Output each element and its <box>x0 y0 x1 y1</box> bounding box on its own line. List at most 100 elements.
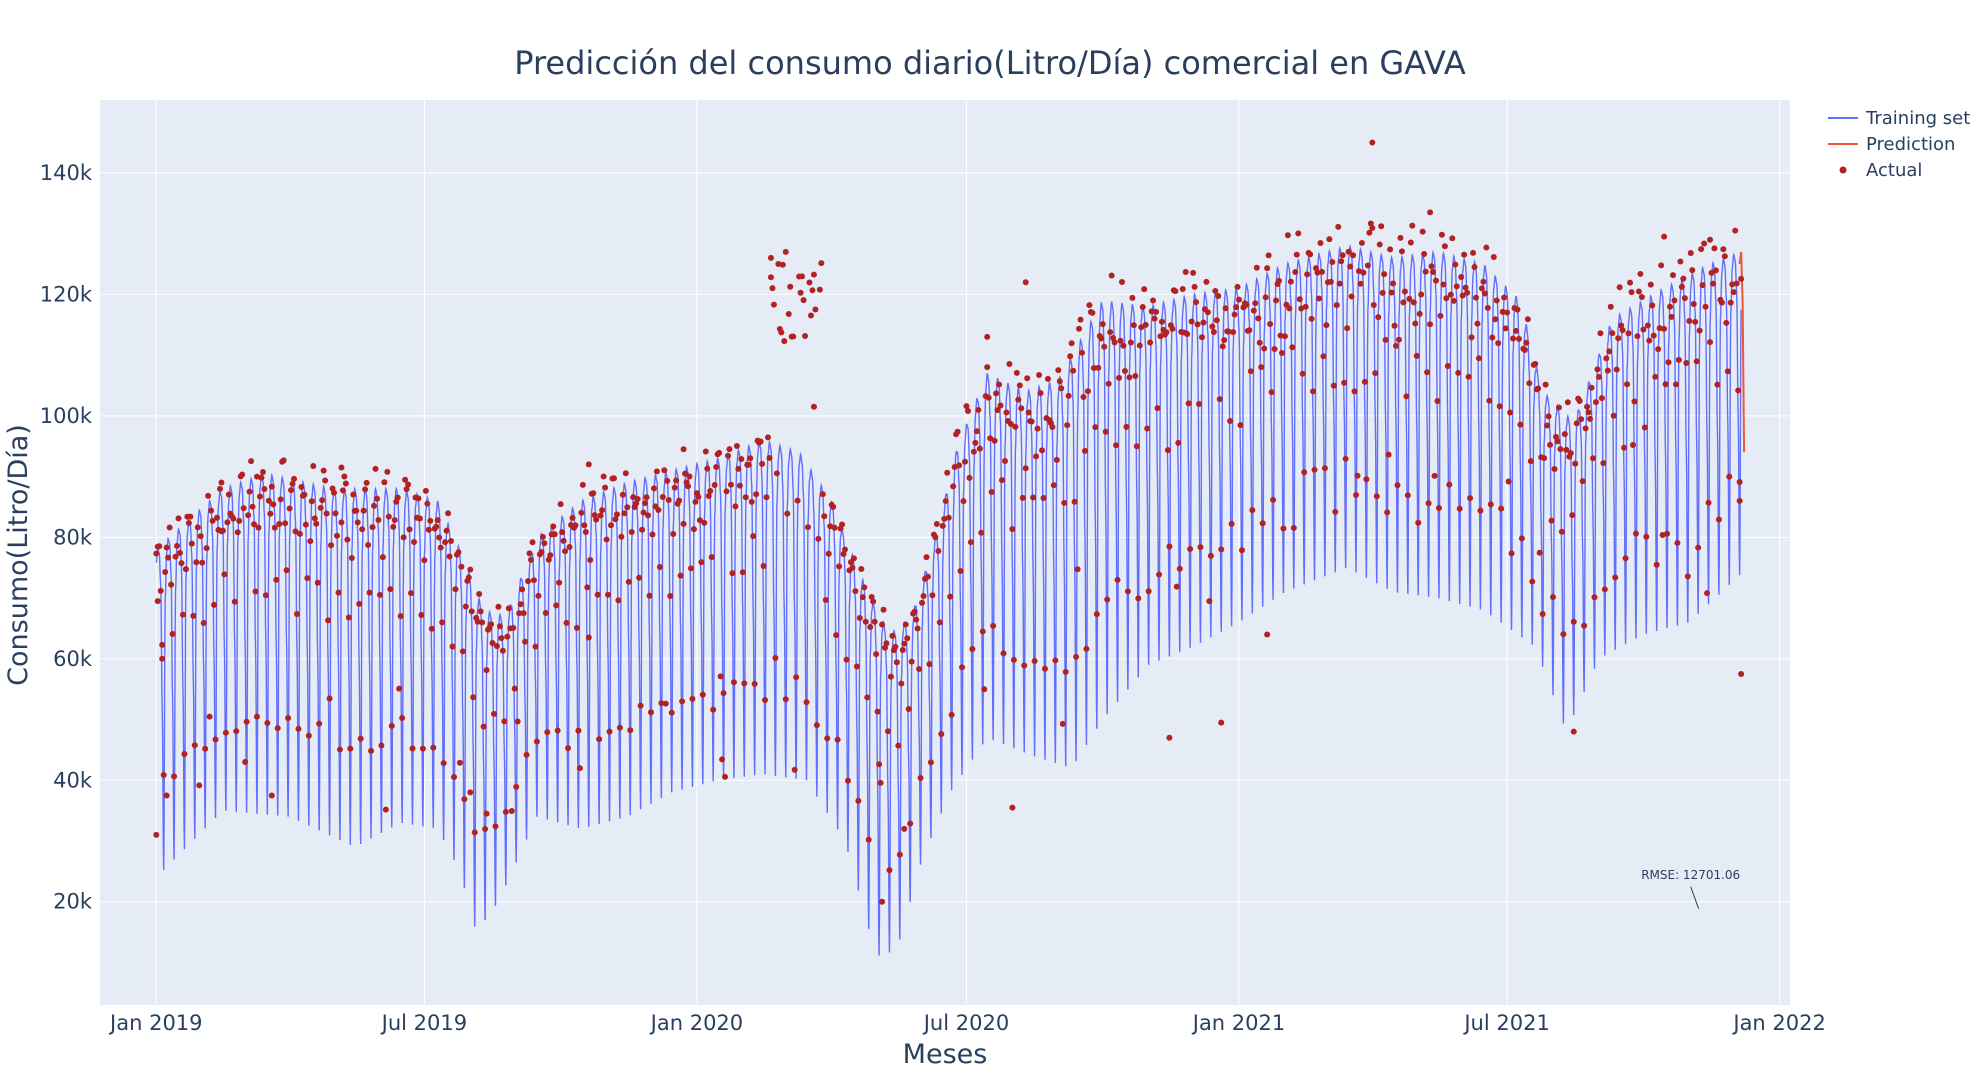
actual-point <box>1403 393 1410 400</box>
y-axis-title: Consumo(Litro/Día) <box>3 424 34 686</box>
actual-point <box>810 403 817 410</box>
actual-point <box>1640 326 1647 333</box>
actual-point <box>850 555 857 562</box>
actual-point <box>1256 339 1263 346</box>
actual-point <box>259 468 266 475</box>
actual-point <box>622 470 629 477</box>
actual-point <box>193 559 200 566</box>
actual-point <box>295 725 302 732</box>
actual-point <box>1535 385 1542 392</box>
actual-point <box>211 601 218 608</box>
actual-point <box>1222 305 1229 312</box>
actual-point <box>1354 472 1361 479</box>
actual-point <box>742 494 749 501</box>
actual-point <box>1142 321 1149 328</box>
actual-point <box>790 333 797 340</box>
actual-point <box>914 625 921 632</box>
actual-point <box>748 498 755 505</box>
actual-point <box>939 522 946 529</box>
actual-point <box>544 729 551 736</box>
actual-point <box>710 706 717 713</box>
actual-point <box>1487 501 1494 508</box>
actual-point <box>899 646 906 653</box>
actual-point <box>1507 409 1514 416</box>
actual-point <box>1187 545 1194 552</box>
actual-point <box>585 461 592 468</box>
actual-point <box>1121 367 1128 374</box>
actual-point <box>1618 322 1625 329</box>
actual-point <box>1550 594 1557 601</box>
actual-point <box>397 613 404 620</box>
actual-point <box>1246 327 1253 334</box>
actual-point <box>1477 507 1484 514</box>
actual-point <box>566 544 573 550</box>
actual-point <box>698 559 705 566</box>
actual-point <box>892 643 899 650</box>
actual-point <box>362 486 369 493</box>
actual-point <box>1649 302 1656 309</box>
actual-point <box>1736 497 1743 504</box>
actual-point <box>333 532 340 539</box>
actual-point <box>1135 595 1142 602</box>
actual-point <box>391 517 398 524</box>
actual-point <box>251 521 258 528</box>
actual-point <box>729 570 736 577</box>
actual-point <box>759 460 766 467</box>
actual-point <box>895 742 902 749</box>
actual-point <box>830 503 837 510</box>
actual-point <box>972 439 979 446</box>
actual-point <box>1314 269 1321 276</box>
actual-point <box>1095 364 1102 371</box>
actual-point <box>1373 493 1380 500</box>
actual-point <box>973 428 980 435</box>
actual-point <box>371 502 378 509</box>
actual-point <box>212 736 219 743</box>
actual-point <box>1268 389 1275 396</box>
actual-point <box>804 524 811 531</box>
actual-point <box>1207 552 1214 559</box>
actual-point <box>936 619 943 626</box>
actual-point <box>791 766 798 773</box>
actual-point <box>1252 300 1259 307</box>
actual-point <box>585 634 592 641</box>
actual-point <box>923 554 930 561</box>
actual-point <box>1478 285 1485 292</box>
actual-point <box>274 725 281 732</box>
actual-point <box>1544 422 1551 429</box>
actual-point <box>1265 252 1272 259</box>
actual-point <box>984 333 991 340</box>
actual-point <box>1040 494 1047 501</box>
actual-point <box>1236 296 1243 303</box>
actual-point <box>858 566 865 573</box>
actual-point <box>185 520 192 526</box>
actual-point <box>231 598 238 605</box>
actual-point <box>1104 596 1111 603</box>
actual-point <box>1086 302 1093 309</box>
x-axis-ticks: Jan 2019 Jul 2019 Jan 2020 Jul 2020 Jan 2021… <box>108 1011 1826 1035</box>
actual-point <box>560 537 567 544</box>
actual-point <box>954 428 961 435</box>
actual-point <box>156 543 163 550</box>
actual-point <box>505 605 512 612</box>
actual-point <box>452 586 459 593</box>
actual-point <box>1364 262 1371 269</box>
actual-point <box>1400 299 1407 306</box>
actual-point <box>1148 308 1155 315</box>
actual-point <box>1233 304 1240 311</box>
actual-point <box>1018 405 1025 412</box>
actual-point <box>1647 281 1654 288</box>
actual-point <box>443 527 450 534</box>
actual-point <box>476 591 483 598</box>
actual-point <box>230 515 237 522</box>
actual-point <box>347 745 354 752</box>
actual-point <box>442 539 449 546</box>
actual-point <box>685 483 692 490</box>
actual-point <box>1563 446 1570 453</box>
actual-point <box>332 510 339 517</box>
actual-point <box>387 586 394 593</box>
actual-point <box>265 497 272 504</box>
actual-point <box>1587 415 1594 422</box>
actual-point <box>1541 455 1548 462</box>
actual-point <box>1067 353 1074 360</box>
actual-point <box>1598 395 1605 402</box>
